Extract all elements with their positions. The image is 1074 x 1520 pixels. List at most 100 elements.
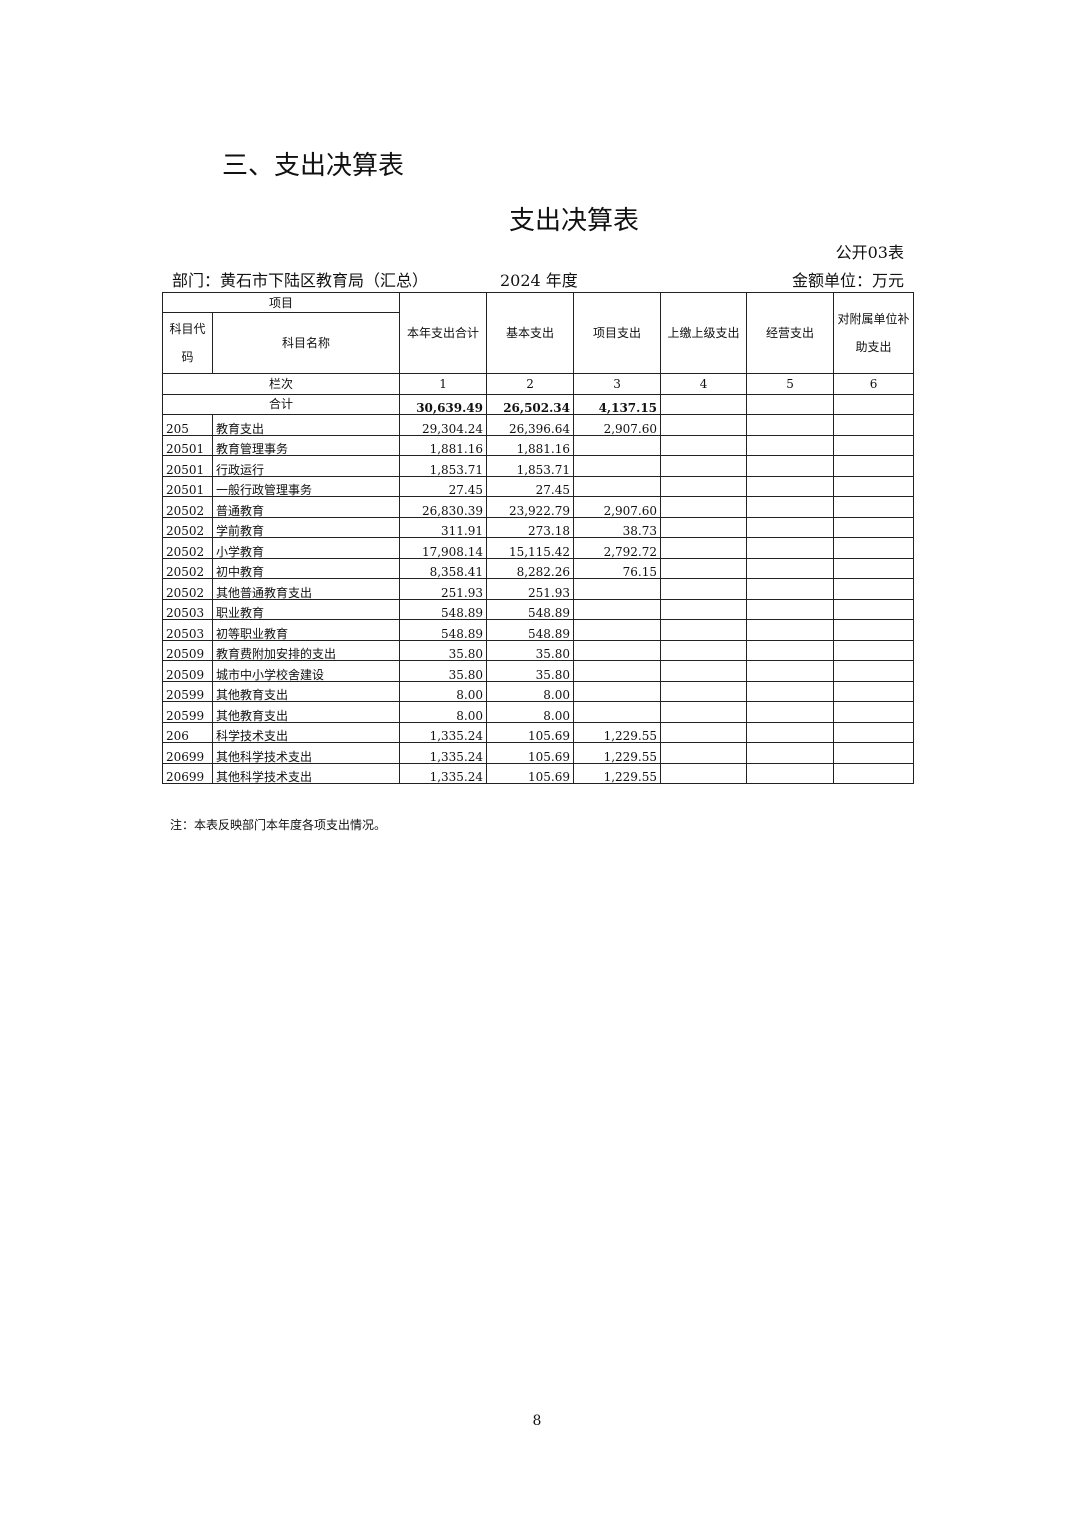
amount-cell: 76.15 xyxy=(573,557,662,579)
table-row: 20509 城市中小学校舍建设 35.80 35.80 xyxy=(162,660,915,682)
amount-cell xyxy=(660,721,748,743)
table-row: 20502 小学教育 17,908.14 15,115.42 2,792.72 xyxy=(162,537,915,559)
amount-cell xyxy=(833,578,915,600)
department: 部门：黄石市下陆区教育局（汇总） xyxy=(172,271,429,290)
amount-cell xyxy=(573,619,662,641)
subject-code: 20599 xyxy=(162,680,213,702)
total-value: 26,502.34 xyxy=(486,393,575,415)
amount-cell: 2,907.60 xyxy=(573,496,662,518)
subject-name: 职业教育 xyxy=(211,598,401,620)
table-row: 20502 初中教育 8,358.41 8,282.26 76.15 xyxy=(162,557,915,579)
amount-cell xyxy=(833,598,915,620)
total-label: 合计 xyxy=(161,393,401,415)
amount-cell xyxy=(746,701,835,723)
table-row: 20501 行政运行 1,853.71 1,853.71 xyxy=(162,455,915,477)
subject-code: 20509 xyxy=(162,660,213,682)
amount-cell xyxy=(660,701,748,723)
subject-code: 20502 xyxy=(162,516,213,538)
table-row: 205 教育支出 29,304.24 26,396.64 2,907.60 xyxy=(162,414,915,436)
amount-cell xyxy=(573,455,662,477)
amount-cell: 15,115.42 xyxy=(486,537,575,559)
amount-cell: 27.45 xyxy=(486,475,575,497)
header-col-2: 基本支出 xyxy=(486,292,575,374)
amount-cell: 23,922.79 xyxy=(486,496,575,518)
subject-code: 205 xyxy=(162,414,213,436)
column-number: 4 xyxy=(660,373,748,395)
amount-cell xyxy=(833,434,915,456)
page-number: 8 xyxy=(532,1413,542,1429)
amount-cell xyxy=(660,762,748,784)
table-row: 206 科学技术支出 1,335.24 105.69 1,229.55 xyxy=(162,721,915,743)
header-col-6: 对附属单位补助支出 xyxy=(833,292,915,374)
amount-cell: 1,335.24 xyxy=(399,762,488,784)
table-title: 支出决算表 xyxy=(508,206,639,236)
subject-name: 教育管理事务 xyxy=(211,434,401,456)
amount-cell xyxy=(660,639,748,661)
amount-cell xyxy=(833,619,915,641)
amount-cell xyxy=(660,660,748,682)
amount-cell xyxy=(833,557,915,579)
amount-cell xyxy=(746,660,835,682)
amount-cell xyxy=(573,578,662,600)
table-row: 20502 其他普通教育支出 251.93 251.93 xyxy=(162,578,915,600)
total-value xyxy=(746,393,835,415)
table-number: 公开03表 xyxy=(835,243,904,262)
subject-code: 20501 xyxy=(162,475,213,497)
amount-cell xyxy=(746,475,835,497)
amount-cell xyxy=(746,639,835,661)
amount-cell xyxy=(660,455,748,477)
amount-cell: 1,853.71 xyxy=(399,455,488,477)
amount-cell xyxy=(746,742,835,764)
table-note: 注：本表反映部门本年度各项支出情况。 xyxy=(170,818,387,832)
amount-cell: 26,396.64 xyxy=(486,414,575,436)
table-row: 20699 其他科学技术支出 1,335.24 105.69 1,229.55 xyxy=(162,762,915,784)
header-name: 科目名称 xyxy=(211,312,401,374)
amount-cell xyxy=(833,455,915,477)
subject-code: 20501 xyxy=(162,434,213,456)
subject-code: 20503 xyxy=(162,619,213,641)
table-row: 20699 其他科学技术支出 1,335.24 105.69 1,229.55 xyxy=(162,742,915,764)
amount-cell: 548.89 xyxy=(486,619,575,641)
amount-cell: 311.91 xyxy=(399,516,488,538)
table-row: 20503 职业教育 548.89 548.89 xyxy=(162,598,915,620)
subject-name: 其他科学技术支出 xyxy=(211,742,401,764)
total-value: 4,137.15 xyxy=(573,393,662,415)
subject-code: 20502 xyxy=(162,578,213,600)
subject-name: 科学技术支出 xyxy=(211,721,401,743)
fiscal-year: 2024 年度 xyxy=(500,271,578,290)
subject-code: 20503 xyxy=(162,598,213,620)
amount-cell xyxy=(573,434,662,456)
amount-cell xyxy=(660,742,748,764)
amount-cell: 1,881.16 xyxy=(486,434,575,456)
header-item: 项目 xyxy=(161,292,401,313)
amount-cell xyxy=(746,721,835,743)
amount-cell: 548.89 xyxy=(399,619,488,641)
subject-code: 20502 xyxy=(162,537,213,559)
subject-name: 初等职业教育 xyxy=(211,619,401,641)
amount-cell xyxy=(833,742,915,764)
subject-name: 城市中小学校舍建设 xyxy=(211,660,401,682)
amount-cell xyxy=(746,434,835,456)
amount-cell xyxy=(833,701,915,723)
subject-name: 其他普通教育支出 xyxy=(211,578,401,600)
amount-cell: 1,229.55 xyxy=(573,742,662,764)
amount-cell xyxy=(746,516,835,538)
row-label: 栏次 xyxy=(161,373,401,395)
total-value xyxy=(660,393,748,415)
amount-cell: 27.45 xyxy=(399,475,488,497)
subject-code: 20502 xyxy=(162,557,213,579)
amount-cell xyxy=(746,414,835,436)
amount-cell: 2,792.72 xyxy=(573,537,662,559)
amount-cell xyxy=(660,496,748,518)
header-col-4: 上缴上级支出 xyxy=(660,292,748,374)
amount-cell xyxy=(660,578,748,600)
amount-cell: 8.00 xyxy=(486,701,575,723)
amount-cell xyxy=(746,557,835,579)
header-code: 科目代码 xyxy=(162,312,213,374)
amount-cell: 35.80 xyxy=(399,639,488,661)
amount-cell xyxy=(833,639,915,661)
amount-cell: 1,335.24 xyxy=(399,742,488,764)
subject-name: 小学教育 xyxy=(211,537,401,559)
total-value: 30,639.49 xyxy=(399,393,488,415)
